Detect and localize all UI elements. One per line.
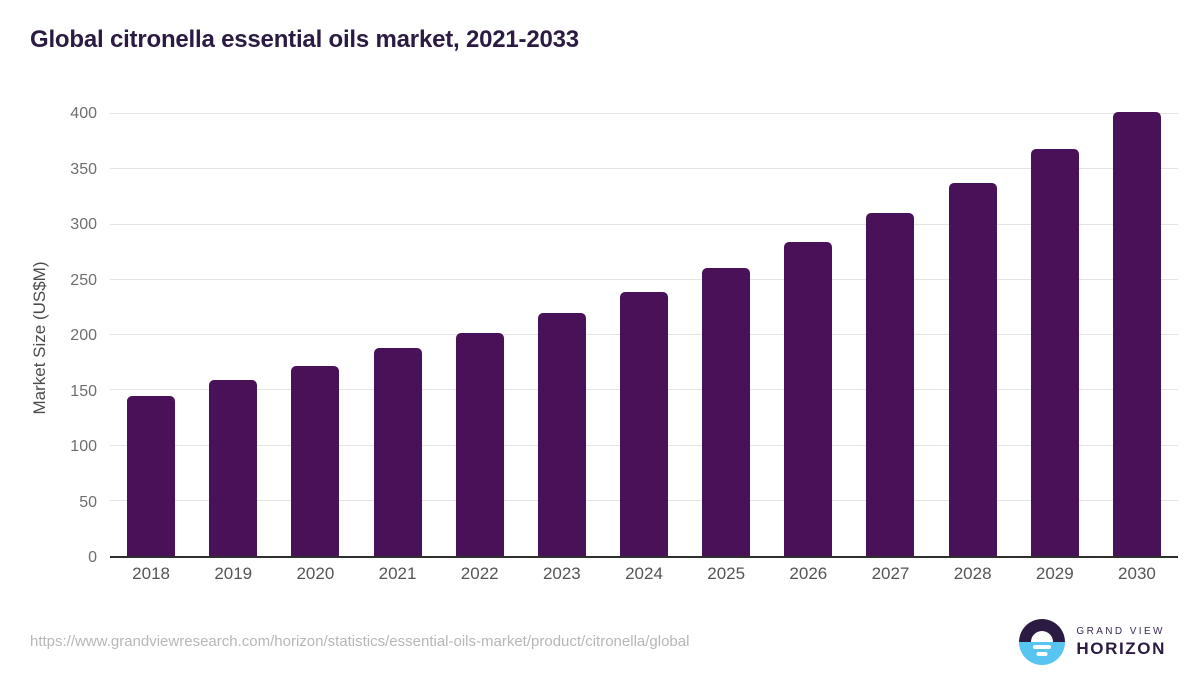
chart-title: Global citronella essential oils market,… bbox=[30, 26, 579, 53]
y-tick-label: 250 bbox=[70, 271, 97, 289]
sun-reflection-line-2 bbox=[1036, 652, 1048, 656]
bar-2025 bbox=[702, 267, 751, 556]
bar-series bbox=[110, 111, 1178, 556]
logo-text: GRAND VIEW HORIZON bbox=[1076, 626, 1166, 659]
y-tick-label: 50 bbox=[79, 493, 97, 511]
x-tick-label: 2030 bbox=[1118, 564, 1156, 583]
bar-cell bbox=[356, 114, 438, 556]
bar-cell bbox=[685, 114, 767, 556]
x-tick-label: 2026 bbox=[789, 564, 828, 583]
grid-line bbox=[110, 278, 1178, 280]
x-tick-label: 2019 bbox=[214, 564, 253, 583]
grid-line bbox=[110, 113, 1178, 114]
y-tick-label: 350 bbox=[70, 160, 97, 178]
x-tick-label: 2022 bbox=[460, 564, 499, 583]
logo-brand-line1: GRAND VIEW bbox=[1076, 625, 1165, 637]
bar-2028 bbox=[948, 182, 997, 556]
bar-2022 bbox=[455, 332, 504, 556]
grid-line bbox=[110, 223, 1178, 225]
bar-cell bbox=[1096, 111, 1178, 556]
x-tick-label: 2018 bbox=[132, 564, 170, 583]
x-tick-label: 2028 bbox=[953, 564, 992, 583]
y-tick-label: 0 bbox=[88, 549, 97, 566]
bar-2026 bbox=[784, 242, 833, 556]
bar-cell bbox=[849, 114, 931, 556]
x-tick-label: 2027 bbox=[871, 564, 910, 583]
x-tick-label: 2025 bbox=[707, 564, 746, 583]
bar-cell bbox=[110, 114, 192, 556]
horizon-sun-icon bbox=[1019, 619, 1066, 665]
grand-view-horizon-logo: GRAND VIEW HORIZON bbox=[1019, 619, 1166, 665]
y-tick-label: 150 bbox=[70, 382, 97, 400]
sun-reflection-line-1 bbox=[1033, 645, 1052, 649]
bar-2019 bbox=[209, 380, 258, 556]
x-tick-label: 2021 bbox=[378, 564, 417, 583]
x-tick-label: 2029 bbox=[1035, 564, 1074, 583]
x-tick-label: 2023 bbox=[542, 564, 581, 583]
bar-cell bbox=[274, 114, 356, 556]
y-tick-label: 100 bbox=[70, 438, 97, 455]
bar-cell bbox=[1014, 114, 1096, 556]
x-tick-label: 2020 bbox=[296, 564, 335, 583]
bar-2023 bbox=[537, 312, 586, 556]
bar-cell bbox=[521, 114, 603, 556]
bar-2021 bbox=[373, 348, 422, 556]
bar-2024 bbox=[620, 291, 669, 556]
bar-cell bbox=[932, 114, 1014, 556]
bar-2027 bbox=[866, 213, 915, 556]
source-url: https://www.grandviewresearch.com/horizo… bbox=[30, 633, 690, 650]
bar-2029 bbox=[1030, 149, 1079, 556]
x-tick-label: 2024 bbox=[625, 564, 663, 583]
x-axis-labels: 2018 2019 2020 2021 2022 2023 2024 2025 2026 2027… bbox=[110, 564, 1178, 584]
y-tick-label: 200 bbox=[70, 327, 97, 344]
bar-2020 bbox=[291, 365, 340, 556]
plot-area bbox=[110, 111, 1178, 558]
y-tick-label: 300 bbox=[70, 216, 97, 233]
bar-cell bbox=[767, 114, 849, 556]
y-tick-label: 400 bbox=[70, 105, 97, 122]
sun-dome-shape bbox=[1031, 631, 1054, 642]
bar-cell bbox=[603, 114, 685, 556]
grid-line bbox=[110, 168, 1178, 170]
y-axis-tick-labels: 0 50 100 150 200 250 300 350 400 bbox=[0, 105, 97, 566]
bar-cell bbox=[192, 114, 274, 556]
bar-2030 bbox=[1112, 111, 1161, 556]
bar-cell bbox=[439, 114, 521, 556]
bar-2018 bbox=[127, 395, 176, 556]
logo-brand-line2: HORIZON bbox=[1076, 638, 1166, 658]
